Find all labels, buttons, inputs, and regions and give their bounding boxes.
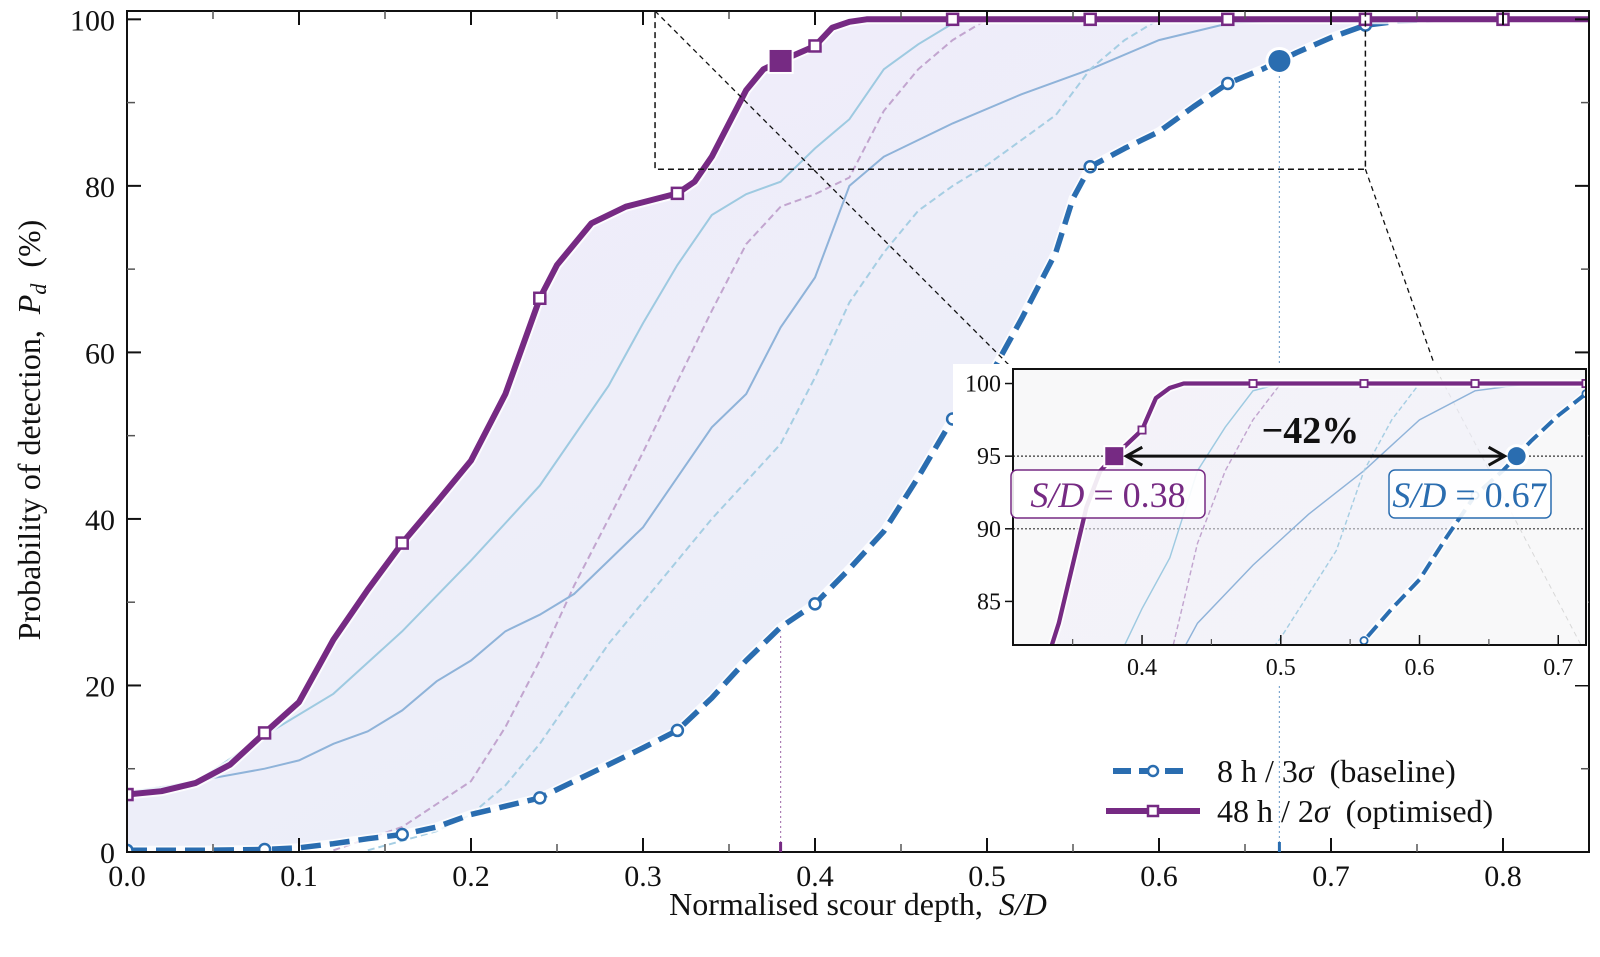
y-tick-label: 60 — [85, 337, 115, 370]
legend-baseline-marker — [1146, 764, 1160, 778]
optimised-marker — [1359, 379, 1369, 389]
optimised-marker — [1581, 379, 1586, 389]
baseline-marker — [395, 827, 409, 842]
baseline-marker — [1221, 76, 1235, 91]
series-line-intermediate-2 — [333, 18, 988, 852]
baseline-marker — [1083, 159, 1097, 174]
baseline-marker — [1359, 636, 1369, 645]
optimised-marker — [1083, 12, 1097, 27]
highlight-point-baseline-95 — [1268, 49, 1291, 72]
inset-curves — [916, 379, 1586, 874]
optimised-marker — [257, 726, 272, 740]
annotation-optimised-prefix: S/D — [1030, 475, 1084, 515]
annotation-baseline-text: S/D = 0.67 — [1392, 475, 1547, 515]
x-tick-label: 0.1 — [280, 860, 318, 893]
annotation-optimised-text: S/D = 0.38 — [1030, 475, 1185, 515]
optimised-marker — [1137, 425, 1147, 435]
y-axis-label: Probability of detection, Pd (%) — [11, 220, 51, 641]
legend-optimised-marker — [1146, 804, 1160, 818]
arrowhead-right-icon — [1487, 445, 1508, 467]
arrowhead-left-icon — [1123, 445, 1144, 467]
x-tick-label: 0.0 — [108, 860, 146, 893]
inset-x-tick-label: 0.6 — [1405, 655, 1435, 681]
highlight-point-optimised-95 — [1105, 447, 1124, 466]
optimised-marker — [395, 536, 409, 550]
annotation-optimised-value: = 0.38 — [1084, 475, 1185, 515]
legend-baseline-label: 8 h / 3σ (baseline) — [1217, 753, 1456, 789]
inset-y-tick-label: 85 — [977, 589, 1001, 615]
zoom-connector-line — [654, 10, 1014, 370]
optimised-marker — [533, 291, 547, 306]
baseline-marker — [533, 791, 547, 805]
inset-y-tick-label: 90 — [977, 517, 1001, 543]
annotation-baseline-box — [1388, 469, 1552, 519]
main-curves — [127, 12, 1589, 852]
y-tick-label: 40 — [85, 504, 115, 537]
optimised-marker — [945, 12, 960, 27]
zoom-region-rect — [654, 10, 1367, 170]
series-line-intermediate-4 — [367, 18, 1160, 852]
series-line-intermediate-4 — [1274, 383, 1421, 645]
baseline-marker — [257, 842, 272, 852]
x-axis-label: Normalised scour depth, S/D — [669, 886, 1047, 922]
baseline-marker — [670, 723, 685, 738]
annotation-baseline-prefix: S/D — [1392, 475, 1446, 515]
inset-x-tick-label: 0.5 — [1266, 655, 1296, 681]
baseline-marker — [808, 597, 822, 611]
series-line-baseline — [127, 16, 1589, 852]
y-tick-label: 100 — [70, 4, 115, 37]
highlight-point-optimised-95 — [769, 49, 792, 72]
optimised-marker — [1470, 379, 1480, 389]
optimised-marker — [916, 867, 923, 874]
inset-x-tick-label: 0.7 — [1543, 655, 1573, 681]
x-tick-label: 0.4 — [796, 860, 834, 893]
optimised-marker — [1221, 12, 1235, 27]
inset-y-tick-label: 100 — [965, 372, 1001, 398]
baseline-marker — [127, 843, 134, 852]
x-tick-label: 0.7 — [1312, 860, 1350, 893]
x-tick-label: 0.5 — [968, 860, 1006, 893]
x-tick-label: 0.8 — [1484, 860, 1522, 893]
x-tick-label: 0.2 — [452, 860, 490, 893]
optimised-marker — [1248, 379, 1258, 389]
y-tick-label: 20 — [85, 670, 115, 703]
highlight-point-baseline-95 — [1507, 447, 1526, 466]
annotation-optimised-box — [1010, 469, 1206, 519]
y-tick-label: 0 — [100, 837, 115, 870]
optimised-marker — [808, 39, 822, 53]
difference-percent-label: −42% — [1262, 410, 1360, 452]
optimised-marker — [127, 787, 134, 802]
x-tick-label: 0.3 — [624, 860, 662, 893]
y-tick-label: 80 — [85, 171, 115, 204]
series-line-optimised — [1049, 381, 1586, 645]
series-line-intermediate-1 — [127, 18, 988, 793]
legend-optimised-label: 48 h / 2σ (optimised) — [1217, 793, 1493, 829]
inset-x-tick-label: 0.4 — [1127, 655, 1157, 681]
series-line-intermediate-3 — [1184, 382, 1531, 645]
optimised-marker — [670, 186, 685, 201]
legend: 8 h / 3σ (baseline) 48 h / 2σ (optimised… — [1106, 753, 1493, 829]
fill-between-band — [1051, 383, 1586, 645]
annotation-baseline-value: = 0.67 — [1446, 475, 1547, 515]
x-tick-label: 0.6 — [1140, 860, 1178, 893]
inset-y-tick-label: 95 — [977, 444, 1001, 470]
series-line-intermediate-3 — [127, 18, 1297, 795]
